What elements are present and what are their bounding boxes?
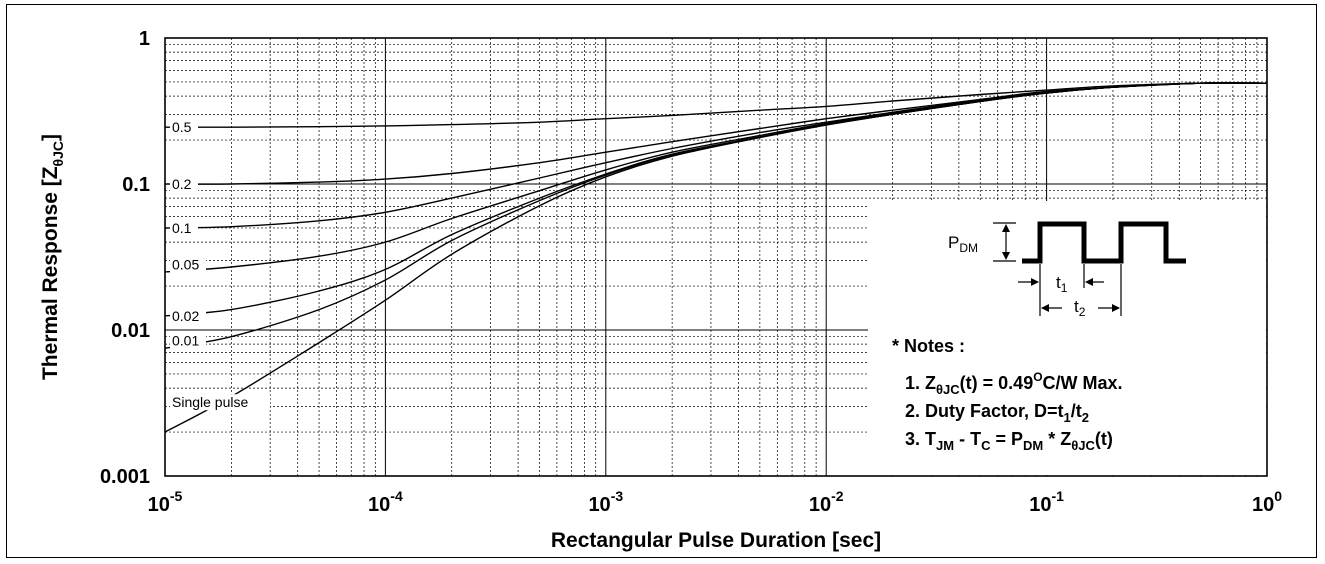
t2-label: t2 xyxy=(1074,297,1086,319)
y-tick-label: 0.01 xyxy=(111,320,150,342)
note-line: 2. Duty Factor, D=t1/t2 xyxy=(905,401,1089,425)
inset-background xyxy=(868,201,1266,475)
curve-label-0-5: 0.5 xyxy=(172,119,192,135)
curve-label-bg-0-2 xyxy=(170,176,198,192)
curve-label-bg-0-1 xyxy=(170,219,198,236)
curve-label-0-2: 0.2 xyxy=(172,176,192,192)
series-curves xyxy=(164,82,1268,433)
x-tick-label: 10-3 xyxy=(588,488,623,516)
curve-labels: 0.5 0.2 0.1 0.05 0.02 0.01 Single pulse xyxy=(170,119,270,411)
pdm-label: PDM xyxy=(948,233,978,255)
y-tick-label: 0.1 xyxy=(122,174,150,196)
note-line: 1. ZθJC(t) = 0.49OC/W Max. xyxy=(905,370,1123,397)
notes-list: 1. ZθJC(t) = 0.49OC/W Max. 2. Duty Factor… xyxy=(905,370,1123,453)
y-tick-labels: 1 0.1 0.01 0.001 xyxy=(100,28,150,488)
curve-label-bg-0-02 xyxy=(170,307,206,324)
series-line-0-5 xyxy=(164,82,1268,128)
curve-label-bg-0-01 xyxy=(170,332,206,349)
note-line: 3. TJM - TC = PDM * ZθJC(t) xyxy=(905,429,1113,453)
x-axis-label: Rectangular Pulse Duration [sec] xyxy=(551,529,881,552)
pdm-arrow-head-up xyxy=(1002,224,1010,232)
notes-inset: PDM t1 t2 * Notes : 1. ZθJC(t) = 0.49OC/… xyxy=(868,201,1266,475)
t2-arrow-left-head xyxy=(1041,304,1049,312)
pdm-arrow-head-down xyxy=(1002,252,1010,260)
y-axis-label: Thermal Response [ZθJC] xyxy=(39,134,66,380)
x-tick-label: 10-4 xyxy=(368,488,403,516)
t2-arrow-right-head xyxy=(1112,304,1120,312)
x-tick-label: 10-2 xyxy=(809,488,844,516)
plot-border xyxy=(164,37,1268,477)
notes-title: * Notes : xyxy=(892,336,965,356)
y-tick-label: 1 xyxy=(139,28,150,50)
series-line-0-2 xyxy=(164,82,1268,185)
pulse-diagram: PDM t1 t2 xyxy=(948,221,1186,319)
t1-arrow-right-head xyxy=(1085,278,1093,286)
x-tick-label: 100 xyxy=(1252,488,1282,516)
x-tick-label: 10-5 xyxy=(148,488,183,516)
chart-frame xyxy=(6,4,1317,558)
curve-label-0-05: 0.05 xyxy=(172,257,199,273)
x-tick-label: 10-1 xyxy=(1029,488,1064,516)
curve-label-bg-0-5 xyxy=(170,119,198,136)
curve-label-0-01: 0.01 xyxy=(172,332,199,348)
curve-label-0-1: 0.1 xyxy=(172,220,192,236)
curve-label-bg-single-pulse xyxy=(170,394,270,411)
t1-arrow-left-head xyxy=(1031,278,1039,286)
curve-label-single-pulse: Single pulse xyxy=(172,394,248,410)
curve-label-0-02: 0.02 xyxy=(172,308,199,324)
pulse-waveform xyxy=(1022,221,1186,264)
curve-label-bg-0-05 xyxy=(170,256,206,273)
x-tick-labels: 10-5 10-4 10-3 10-2 10-1 100 xyxy=(148,488,1283,516)
y-tick-label: 0.001 xyxy=(100,466,150,488)
series-line-single-pulse xyxy=(164,82,1268,433)
t1-label: t1 xyxy=(1056,273,1068,295)
